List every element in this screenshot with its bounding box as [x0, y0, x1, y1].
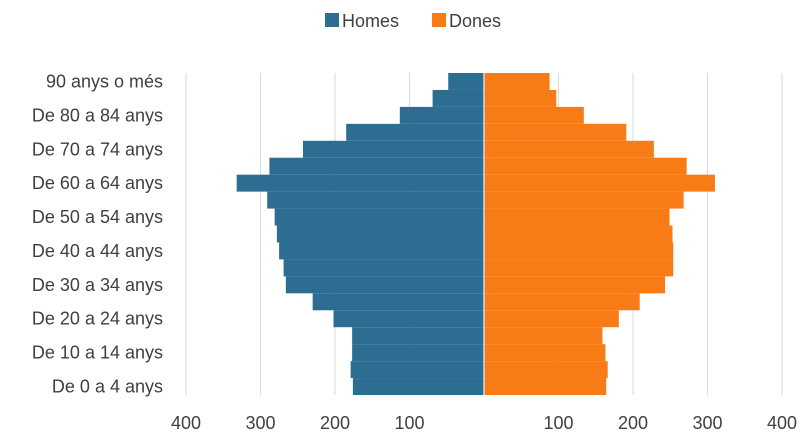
y-tick-label: 90 anys o més [46, 71, 163, 91]
bar-dones-8 [484, 242, 674, 260]
bar-dones-17 [484, 89, 557, 107]
x-tick-label: 200 [320, 413, 350, 433]
legend-swatch-homes [325, 13, 339, 27]
y-tick-label: De 20 a 24 anys [32, 309, 163, 329]
y-tick-label: De 40 a 44 anys [32, 241, 163, 261]
bar-homes-12 [236, 174, 484, 192]
bars [236, 73, 715, 395]
bar-homes-5 [312, 293, 484, 311]
bar-homes-7 [283, 259, 484, 277]
bar-homes-14 [302, 140, 484, 158]
bar-dones-18 [484, 73, 550, 90]
bar-dones-14 [484, 140, 654, 158]
y-tick-label: De 70 a 74 anys [32, 139, 163, 159]
bar-homes-10 [274, 208, 484, 226]
bar-dones-16 [484, 106, 584, 124]
x-tick-label: 400 [171, 413, 201, 433]
bar-homes-11 [267, 191, 484, 209]
y-tick-label: De 30 a 34 anys [32, 275, 163, 295]
y-tick-label: De 80 a 84 anys [32, 105, 163, 125]
bar-homes-18 [448, 73, 484, 90]
x-tick-label: 200 [618, 413, 648, 433]
bar-homes-4 [333, 310, 484, 328]
bar-dones-9 [484, 225, 673, 243]
bar-dones-10 [484, 208, 670, 226]
bar-dones-13 [484, 157, 687, 175]
bar-homes-8 [279, 242, 484, 260]
bar-dones-7 [484, 259, 674, 277]
bar-dones-2 [484, 344, 606, 362]
bar-dones-1 [484, 361, 608, 379]
x-axis-labels: 400 300 200 100 100 200 300 400 [171, 413, 797, 433]
bar-dones-3 [484, 327, 603, 345]
legend-label-dones: Dones [449, 11, 501, 31]
bar-homes-2 [352, 344, 484, 362]
bar-dones-6 [484, 276, 666, 294]
x-tick-label: 400 [767, 413, 797, 433]
legend-label-homes: Homes [342, 11, 399, 31]
y-tick-label: De 50 a 54 anys [32, 207, 163, 227]
bar-homes-3 [352, 327, 484, 345]
y-axis-labels: De 0 a 4 anys De 10 a 14 anys De 20 a 24 a… [32, 71, 163, 396]
y-tick-label: De 0 a 4 anys [52, 377, 163, 397]
bar-dones-12 [484, 174, 715, 192]
bar-homes-6 [285, 276, 484, 294]
x-tick-label: 100 [543, 413, 573, 433]
bar-homes-17 [432, 89, 484, 107]
bar-homes-1 [350, 361, 484, 379]
x-tick-label: 300 [692, 413, 722, 433]
bar-homes-9 [276, 225, 484, 243]
bar-dones-0 [484, 378, 607, 395]
bar-homes-16 [399, 106, 484, 124]
bar-homes-13 [269, 157, 484, 175]
bar-homes-15 [346, 123, 484, 141]
x-tick-label: 300 [245, 413, 275, 433]
legend: Homes Dones [325, 11, 501, 31]
legend-swatch-dones [432, 13, 446, 27]
bar-homes-0 [352, 378, 484, 395]
y-tick-label: De 60 a 64 anys [32, 173, 163, 193]
bar-dones-4 [484, 310, 619, 328]
bar-dones-11 [484, 191, 684, 209]
x-tick-label: 100 [394, 413, 424, 433]
bar-dones-5 [484, 293, 640, 311]
y-tick-label: De 10 a 14 anys [32, 343, 163, 363]
bar-dones-15 [484, 123, 627, 141]
